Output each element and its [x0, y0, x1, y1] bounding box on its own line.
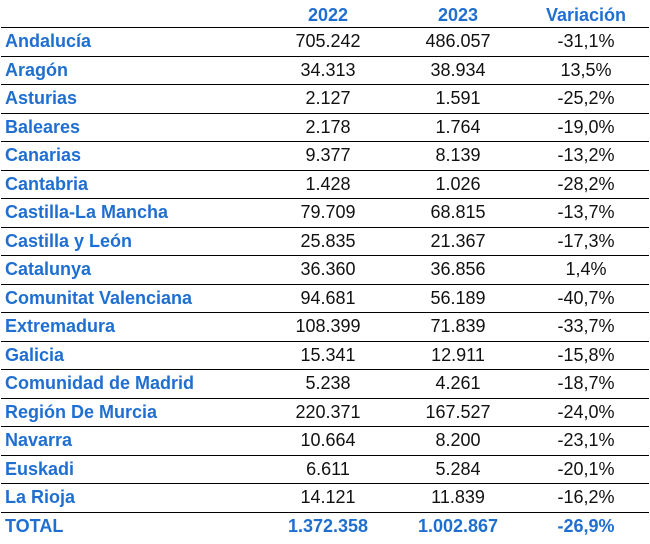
table-row: Aragón 34.313 38.934 13,5%	[1, 56, 649, 85]
table-row: Cantabria 1.428 1.026 -28,2%	[1, 170, 649, 199]
region-name: Euskadi	[1, 455, 263, 484]
value-2023: 1.591	[393, 84, 523, 114]
value-variation: -13,2%	[523, 141, 649, 171]
region-name: Extremadura	[1, 312, 263, 342]
value-variation: -19,0%	[523, 113, 649, 142]
value-variation: 13,5%	[523, 56, 649, 85]
table-body: Andalucía 705.242 486.057 -31,1% Aragón …	[1, 27, 649, 541]
region-name: La Rioja	[1, 483, 263, 513]
header-row: 2022 2023 Variación	[1, 3, 649, 28]
table-row: Navarra 10.664 8.200 -23,1%	[1, 426, 649, 456]
value-variation: -20,1%	[523, 455, 649, 484]
table-row: Castilla y León 25.835 21.367 -17,3%	[1, 227, 649, 256]
table-row: Región De Murcia 220.371 167.527 -24,0%	[1, 398, 649, 427]
value-2023: 1.026	[393, 170, 523, 199]
value-2023: 4.261	[393, 369, 523, 399]
header-2022: 2022	[263, 3, 393, 28]
region-name: Navarra	[1, 426, 263, 456]
value-2022: 34.313	[263, 56, 393, 85]
value-2023: 36.856	[393, 255, 523, 285]
value-variation: -23,1%	[523, 426, 649, 456]
table-row: Comunitat Valenciana 94.681 56.189 -40,7…	[1, 284, 649, 313]
value-2022: 94.681	[263, 284, 393, 313]
value-variation: -18,7%	[523, 369, 649, 399]
table-row: Canarias 9.377 8.139 -13,2%	[1, 141, 649, 171]
value-2023: 68.815	[393, 198, 523, 228]
total-2023: 1.002.867	[417, 515, 499, 536]
table-row: Castilla-La Mancha 79.709 68.815 -13,7%	[1, 198, 649, 228]
value-2023: 56.189	[393, 284, 523, 313]
value-2023: 8.139	[393, 141, 523, 171]
table-row: Euskadi 6.611 5.284 -20,1%	[1, 455, 649, 484]
region-name: Castilla y León	[1, 227, 263, 256]
value-2022: 25.835	[263, 227, 393, 256]
table-row: Galicia 15.341 12.911 -15,8%	[1, 341, 649, 370]
value-2023: 1.764	[393, 113, 523, 142]
value-2022: 705.242	[263, 27, 393, 57]
region-name: Baleares	[1, 113, 263, 142]
region-name: Canarias	[1, 141, 263, 171]
value-variation: -25,2%	[523, 84, 649, 114]
value-variation: -33,7%	[523, 312, 649, 342]
header-region	[1, 3, 263, 28]
value-2022: 2.178	[263, 113, 393, 142]
table-row: Catalunya 36.360 36.856 1,4%	[1, 255, 649, 285]
value-2023: 11.839	[393, 483, 523, 513]
value-2022: 36.360	[263, 255, 393, 285]
value-2022: 10.664	[263, 426, 393, 456]
region-name: Andalucía	[1, 27, 263, 57]
value-2022: 6.611	[263, 455, 393, 484]
value-2023: 8.200	[393, 426, 523, 456]
value-2022: 79.709	[263, 198, 393, 228]
value-2023: 21.367	[393, 227, 523, 256]
value-2022: 15.341	[263, 341, 393, 370]
value-2023: 486.057	[393, 27, 523, 57]
value-variation: -28,2%	[523, 170, 649, 199]
value-2022: 9.377	[263, 141, 393, 171]
value-variation: -15,8%	[523, 341, 649, 370]
value-variation: -13,7%	[523, 198, 649, 228]
region-name: Catalunya	[1, 255, 263, 285]
data-table: 2022 2023 Variación Andalucía 705.242 48…	[1, 3, 649, 540]
header-variation: Variación	[523, 3, 649, 28]
value-variation: -40,7%	[523, 284, 649, 313]
value-2022: 220.371	[263, 398, 393, 427]
value-2022: 14.121	[263, 483, 393, 513]
table-row: Comunidad de Madrid 5.238 4.261 -18,7%	[1, 369, 649, 399]
region-name: Comunitat Valenciana	[1, 284, 263, 313]
value-2022: 1.428	[263, 170, 393, 199]
region-name: Aragón	[1, 56, 263, 85]
region-name: Cantabria	[1, 170, 263, 199]
value-2023: 5.284	[393, 455, 523, 484]
region-name: Castilla-La Mancha	[1, 198, 263, 228]
total-variation: -26,9%	[557, 515, 615, 536]
header-2023: 2023	[393, 3, 523, 28]
region-name: Comunidad de Madrid	[1, 369, 263, 399]
table-row: Asturias 2.127 1.591 -25,2%	[1, 84, 649, 114]
table-row: La Rioja 14.121 11.839 -16,2%	[1, 483, 649, 513]
value-variation: -17,3%	[523, 227, 649, 256]
region-name: Galicia	[1, 341, 263, 370]
region-name: Región De Murcia	[1, 398, 263, 427]
value-2023: 71.839	[393, 312, 523, 342]
value-variation: -16,2%	[523, 483, 649, 513]
value-variation: 1,4%	[523, 255, 649, 285]
total-row: TOTAL 1.372.358 1.002.867 -26,9%	[1, 512, 649, 540]
value-2023: 38.934	[393, 56, 523, 85]
table-row: Andalucía 705.242 486.057 -31,1%	[1, 27, 649, 57]
value-variation: -31,1%	[523, 27, 649, 57]
region-name: Asturias	[1, 84, 263, 114]
total-label: TOTAL	[5, 515, 64, 536]
value-variation: -24,0%	[523, 398, 649, 427]
total-2022: 1.372.358	[287, 515, 369, 536]
table-row: Baleares 2.178 1.764 -19,0%	[1, 113, 649, 142]
value-2022: 2.127	[263, 84, 393, 114]
value-2022: 5.238	[263, 369, 393, 399]
value-2023: 167.527	[393, 398, 523, 427]
table-row: Extremadura 108.399 71.839 -33,7%	[1, 312, 649, 342]
value-2022: 108.399	[263, 312, 393, 342]
value-2023: 12.911	[393, 341, 523, 370]
